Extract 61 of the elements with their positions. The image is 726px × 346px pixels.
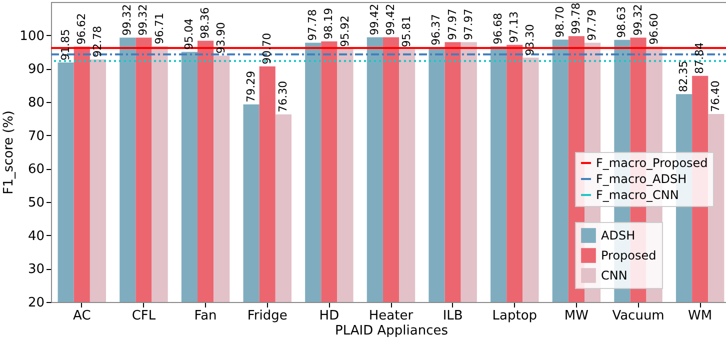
data-label: 92.78	[90, 26, 104, 58]
data-label: 98.70	[553, 6, 566, 38]
data-label: 98.19	[322, 8, 336, 40]
data-label: 98.63	[615, 6, 628, 38]
data-label: 99.78	[569, 2, 582, 34]
data-label: 79.29	[244, 70, 258, 102]
x-axis-title: PLAID Appliances	[335, 324, 448, 338]
data-label: 99.32	[631, 4, 644, 36]
data-label: 95.04	[182, 18, 196, 50]
x-tick-label: Laptop	[492, 308, 538, 324]
x-tick-label: Fan	[194, 308, 217, 324]
y-axis-title: F1_score (%)	[2, 110, 17, 194]
x-tick-label: HD	[319, 308, 340, 324]
data-label: 97.13	[508, 11, 521, 43]
legend-label: ADSH	[601, 228, 636, 242]
data-label: 99.32	[120, 4, 134, 36]
legend-label: F_macro_ADSH	[596, 172, 687, 186]
legend-label: CNN	[601, 268, 628, 282]
legend-label: F_macro_Proposed	[596, 156, 708, 170]
data-label: 76.30	[276, 80, 290, 112]
data-label: 96.71	[152, 12, 166, 44]
legend-label: Proposed	[601, 248, 656, 262]
y-tick-label: 100	[20, 28, 44, 44]
y-tick-label: 70	[28, 128, 44, 144]
data-label: 99.42	[384, 4, 397, 36]
data-label: 96.68	[492, 12, 505, 44]
data-label: 99.32	[136, 4, 150, 36]
x-tick-label: MW	[564, 308, 589, 324]
y-tick-label: 40	[28, 228, 44, 244]
y-tick-label: 80	[28, 96, 44, 110]
data-label: 96.37	[430, 14, 443, 46]
data-label: 91.85	[58, 29, 72, 60]
data-label: 96.60	[647, 13, 660, 45]
x-tick-label: Heater	[368, 308, 414, 324]
x-tick-label: WM	[688, 308, 712, 324]
x-tick-label: AC	[73, 308, 91, 324]
data-label: 76.40	[709, 80, 722, 112]
legend-label: F_macro_CNN	[596, 188, 679, 202]
data-label: 93.90	[214, 22, 228, 54]
data-label: 98.36	[198, 7, 212, 39]
data-label: 96.62	[74, 13, 88, 45]
data-label: 95.81	[400, 16, 414, 48]
data-label: 87.84	[693, 42, 706, 74]
y-tick-label: 90	[28, 62, 44, 78]
x-tick-label: Fridge	[247, 308, 288, 324]
data-label: 97.79	[586, 9, 599, 41]
y-tick-label: 20	[28, 296, 44, 310]
data-label: 97.97	[446, 8, 459, 40]
data-label: 95.92	[338, 15, 352, 47]
y-tick-label: 50	[28, 196, 44, 210]
data-label: 93.30	[524, 24, 537, 56]
data-label: 99.42	[368, 4, 381, 36]
x-tick-label: ILB	[442, 308, 463, 324]
data-label: 97.78	[306, 9, 320, 41]
y-tick-label: 60	[28, 162, 44, 178]
data-label: 82.35	[677, 60, 690, 92]
y-tick-label: 30	[28, 262, 44, 278]
data-label: 90.70	[260, 32, 274, 64]
x-tick-label: CFL	[132, 308, 156, 324]
x-tick-label: Vacuum	[612, 308, 664, 324]
data-label: 97.97	[462, 8, 475, 40]
